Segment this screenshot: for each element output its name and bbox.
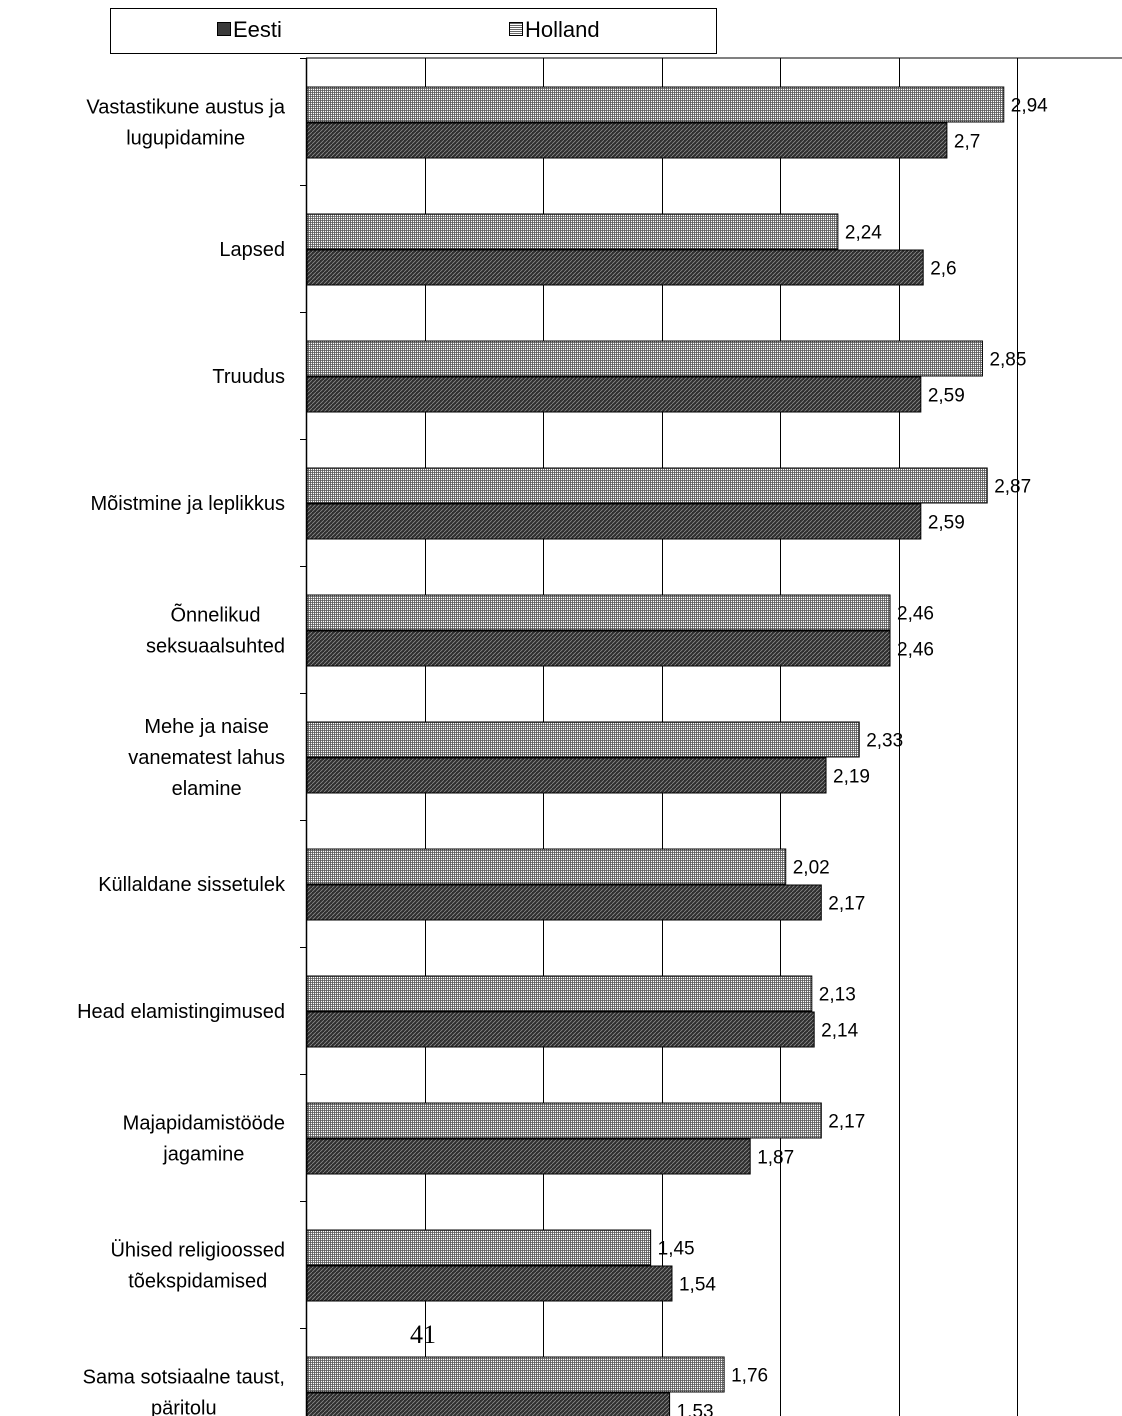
category-label: Truudus <box>212 366 285 388</box>
bar-holland <box>306 213 839 250</box>
category-label-line: Ühised religioossed <box>110 1240 285 1262</box>
bars <box>306 86 1005 1416</box>
data-label-holland: 2,02 <box>793 858 830 879</box>
category-label-line: Mõistmine ja leplikkus <box>90 493 285 515</box>
page-number: 41 <box>410 1320 436 1349</box>
category-label: Mehe ja naise vanematest lahus elamine <box>128 716 285 800</box>
category-label-line: Head elamistingimused <box>77 1001 285 1023</box>
category-label-line: Truudus <box>212 366 285 388</box>
category-label: Head elamistingimused <box>77 1001 285 1023</box>
bar-holland <box>306 467 988 504</box>
data-label-holland: 2,13 <box>819 985 856 1006</box>
category-label-line: vanematest lahus <box>128 747 285 769</box>
bar-holland <box>306 975 813 1012</box>
data-label-eesti: 2,59 <box>928 386 965 407</box>
bar-holland <box>306 1102 822 1139</box>
category-label: Ühised religioossed tõekspidamised <box>110 1240 285 1293</box>
bar-eesti <box>306 122 948 159</box>
category-label: Sama sotsiaalne taust, päritolu <box>83 1367 285 1416</box>
bar-holland <box>306 86 1005 123</box>
bar-eesti <box>306 1265 673 1302</box>
category-label-line: lugupidamine <box>126 128 245 150</box>
category-label-line: päritolu <box>151 1398 217 1416</box>
bar-eesti <box>306 757 827 794</box>
legend-swatch-eesti <box>217 22 231 36</box>
category-label: Mõistmine ja leplikkus <box>90 493 285 515</box>
data-label-eesti: 1,53 <box>677 1402 714 1416</box>
bar-eesti <box>306 884 822 921</box>
labels: 2,94 2,7 Vastastikune austus ja lugupidamin… <box>77 96 1048 1416</box>
legend-swatch-holland <box>509 22 523 36</box>
bar-holland <box>306 848 787 885</box>
data-label-eesti: 2,14 <box>821 1021 858 1042</box>
category-label-line: Majapidamistööde <box>123 1113 285 1135</box>
category-label-line: jagamine <box>162 1144 244 1166</box>
category-label-line: Lapsed <box>219 239 285 261</box>
bar-eesti <box>306 1138 751 1175</box>
category-label: Vastastikune austus ja lugupidamine <box>86 97 286 150</box>
data-label-eesti: 2,17 <box>828 894 865 915</box>
category-label-line: Vastastikune austus ja <box>86 97 286 119</box>
bar-eesti <box>306 1011 815 1048</box>
category-label-line: seksuaalsuhted <box>146 636 285 658</box>
bar-holland <box>306 594 891 631</box>
category-label-line: Küllaldane sissetulek <box>98 874 286 896</box>
data-label-holland: 1,76 <box>731 1366 768 1387</box>
category-label: Küllaldane sissetulek <box>98 874 286 896</box>
data-label-holland: 2,33 <box>866 731 903 752</box>
bar-holland <box>306 1229 652 1266</box>
bar-holland <box>306 340 983 377</box>
legend-label-eesti: Eesti <box>233 17 282 42</box>
legend: Eesti Holland <box>110 8 717 54</box>
data-label-eesti: 2,19 <box>833 767 870 788</box>
data-label-holland: 2,94 <box>1011 96 1048 117</box>
data-label-holland: 2,46 <box>897 604 934 625</box>
bar-holland <box>306 1356 725 1393</box>
data-label-eesti: 1,54 <box>679 1275 716 1296</box>
category-label-line: elamine <box>172 778 242 800</box>
data-label-holland: 2,85 <box>989 350 1026 371</box>
data-label-eesti: 1,87 <box>757 1148 794 1169</box>
category-label-line: Õnnelikud <box>170 603 260 627</box>
bar-holland <box>306 721 860 758</box>
category-label-line: tõekspidamised <box>128 1271 267 1293</box>
data-label-holland: 2,17 <box>828 1112 865 1133</box>
bar-eesti <box>306 376 922 413</box>
data-label-eesti: 2,46 <box>897 640 934 661</box>
data-label-eesti: 2,59 <box>928 513 965 534</box>
data-label-holland: 1,45 <box>658 1239 695 1260</box>
bar-eesti <box>306 249 924 286</box>
category-label: Õnnelikud seksuaalsuhted <box>146 603 285 658</box>
y-axis <box>300 58 308 1416</box>
category-label-line: Sama sotsiaalne taust, <box>83 1367 285 1389</box>
legend-label-holland: Holland <box>525 17 600 42</box>
data-label-holland: 2,24 <box>845 223 882 244</box>
data-label-eesti: 2,7 <box>954 132 980 153</box>
bar-eesti <box>306 1392 671 1416</box>
category-label-line: Mehe ja naise <box>144 716 269 738</box>
bar-eesti <box>306 630 891 667</box>
category-label: Majapidamistööde jagamine <box>123 1113 285 1166</box>
bar-eesti <box>306 503 922 540</box>
category-label: Lapsed <box>219 239 285 261</box>
data-label-eesti: 2,6 <box>930 259 956 280</box>
data-label-holland: 2,87 <box>994 477 1031 498</box>
